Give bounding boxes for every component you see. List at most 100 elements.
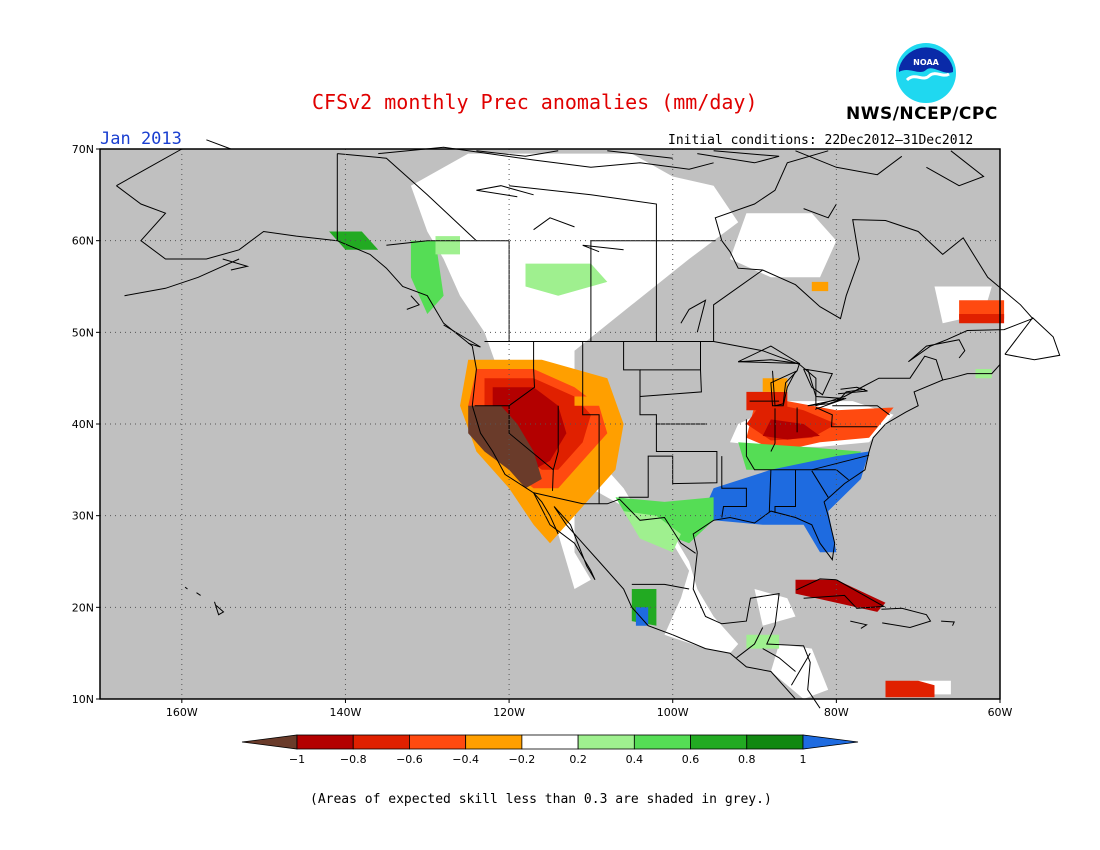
- coastline: [116, 148, 183, 187]
- neutral-region: [730, 213, 837, 278]
- lon-tick-label: 100W: [657, 706, 689, 719]
- island-outline: [607, 150, 673, 159]
- colorbar-box: [633, 734, 691, 750]
- lat-tick-label: 10N: [72, 693, 94, 706]
- anomaly-patch: [705, 451, 870, 553]
- coastline: [124, 258, 240, 297]
- island-outline: [222, 258, 250, 271]
- lake-outline: [737, 345, 800, 364]
- colorbar-label: −0.4: [452, 753, 479, 766]
- coastline: [509, 185, 657, 241]
- colorbar-label: −1: [289, 753, 305, 766]
- lake-outline: [533, 217, 575, 231]
- island-outline: [476, 150, 559, 157]
- island-outline: [926, 150, 985, 187]
- coastline: [386, 240, 510, 246]
- coastline: [811, 470, 829, 498]
- map-title: CFSv2 monthly Prec anomalies (mm/day): [312, 90, 758, 114]
- lon-tick-label: 140W: [330, 706, 362, 719]
- coastline: [1004, 316, 1061, 361]
- colorbar-label: 0.2: [569, 753, 587, 766]
- coastline: [337, 153, 477, 242]
- lake-outline: [807, 397, 845, 407]
- colorbar-box: [577, 734, 635, 750]
- colorbar-label: −0.6: [396, 753, 423, 766]
- island-outline: [795, 150, 903, 176]
- coastline: [196, 592, 201, 596]
- coastline: [582, 341, 600, 504]
- anomaly-patch: [762, 419, 820, 440]
- colorbar-arrow-low: [241, 734, 298, 750]
- anomaly-patch: [811, 281, 829, 292]
- colorbar-box: [465, 734, 523, 750]
- lake-outline: [476, 185, 534, 198]
- anomaly-patch: [468, 405, 542, 489]
- anomaly-patch: [635, 607, 649, 626]
- lake-outline: [582, 244, 624, 253]
- coastline: [941, 620, 955, 626]
- coastline: [721, 456, 747, 518]
- coastline: [533, 492, 559, 535]
- colorbar-label: −0.8: [340, 753, 367, 766]
- island-outline: [206, 139, 232, 150]
- lake-outline: [803, 368, 834, 396]
- coastline: [639, 369, 702, 397]
- colorbar-label: 0.4: [626, 753, 644, 766]
- anomaly-patch: [885, 680, 935, 698]
- anomaly-patch: [762, 378, 788, 392]
- noaa-logo-text: NOAA: [913, 58, 939, 67]
- lat-tick-label: 30N: [72, 510, 94, 523]
- island-outline: [697, 150, 780, 164]
- coastline: [692, 552, 821, 709]
- coastline: [770, 408, 776, 452]
- colorbar-label: 1: [800, 753, 807, 766]
- colorbar-box: [296, 734, 354, 750]
- coastline: [552, 405, 559, 491]
- colorbar-label: 0.8: [738, 753, 756, 766]
- colorbar-box: [690, 734, 748, 750]
- lake-outline: [680, 299, 707, 333]
- lat-tick-label: 20N: [72, 601, 94, 614]
- colorbar-arrow-high: [802, 734, 859, 750]
- anomaly-patch: [525, 263, 608, 296]
- anomaly-patch: [574, 396, 600, 406]
- anomaly-patch: [410, 240, 444, 314]
- lon-tick-label: 160W: [166, 706, 198, 719]
- lat-tick-label: 60N: [72, 235, 94, 248]
- noaa-logo-icon: NOAA: [896, 43, 956, 103]
- coastline: [378, 146, 714, 170]
- lon-tick-label: 60W: [988, 706, 1013, 719]
- coastline: [214, 601, 225, 616]
- colorbar-label: −0.2: [509, 753, 536, 766]
- lat-tick-label: 50N: [72, 326, 94, 339]
- coastline: [713, 269, 763, 342]
- coastline: [815, 407, 878, 428]
- anomaly-patch: [746, 634, 780, 649]
- anomaly-patch: [615, 497, 714, 544]
- coastline: [116, 185, 796, 700]
- coastline: [796, 578, 886, 609]
- skill-footnote: (Areas of expected skill less than 0.3 a…: [310, 792, 772, 807]
- coastline: [850, 620, 868, 629]
- lat-tick-label: 70N: [72, 143, 94, 156]
- coastline: [631, 583, 690, 590]
- coastline: [736, 627, 764, 659]
- coastline: [692, 364, 1001, 561]
- lake-outline: [772, 370, 798, 407]
- colorbar-box: [746, 734, 804, 750]
- coastline: [774, 469, 796, 513]
- colorbar-box: [521, 734, 579, 750]
- island-outline: [803, 203, 837, 219]
- coastline: [790, 652, 811, 686]
- lake-outline: [837, 386, 868, 395]
- coastline: [738, 361, 801, 407]
- coastline: [474, 341, 536, 407]
- coastline: [762, 648, 796, 672]
- agency-label: NWS/NCEP/CPC: [846, 104, 998, 124]
- island-outline: [406, 295, 420, 310]
- coastline: [714, 150, 829, 241]
- coastline: [184, 586, 188, 590]
- anomaly-patch: [959, 314, 1005, 324]
- forecast-month: Jan 2013: [100, 129, 182, 149]
